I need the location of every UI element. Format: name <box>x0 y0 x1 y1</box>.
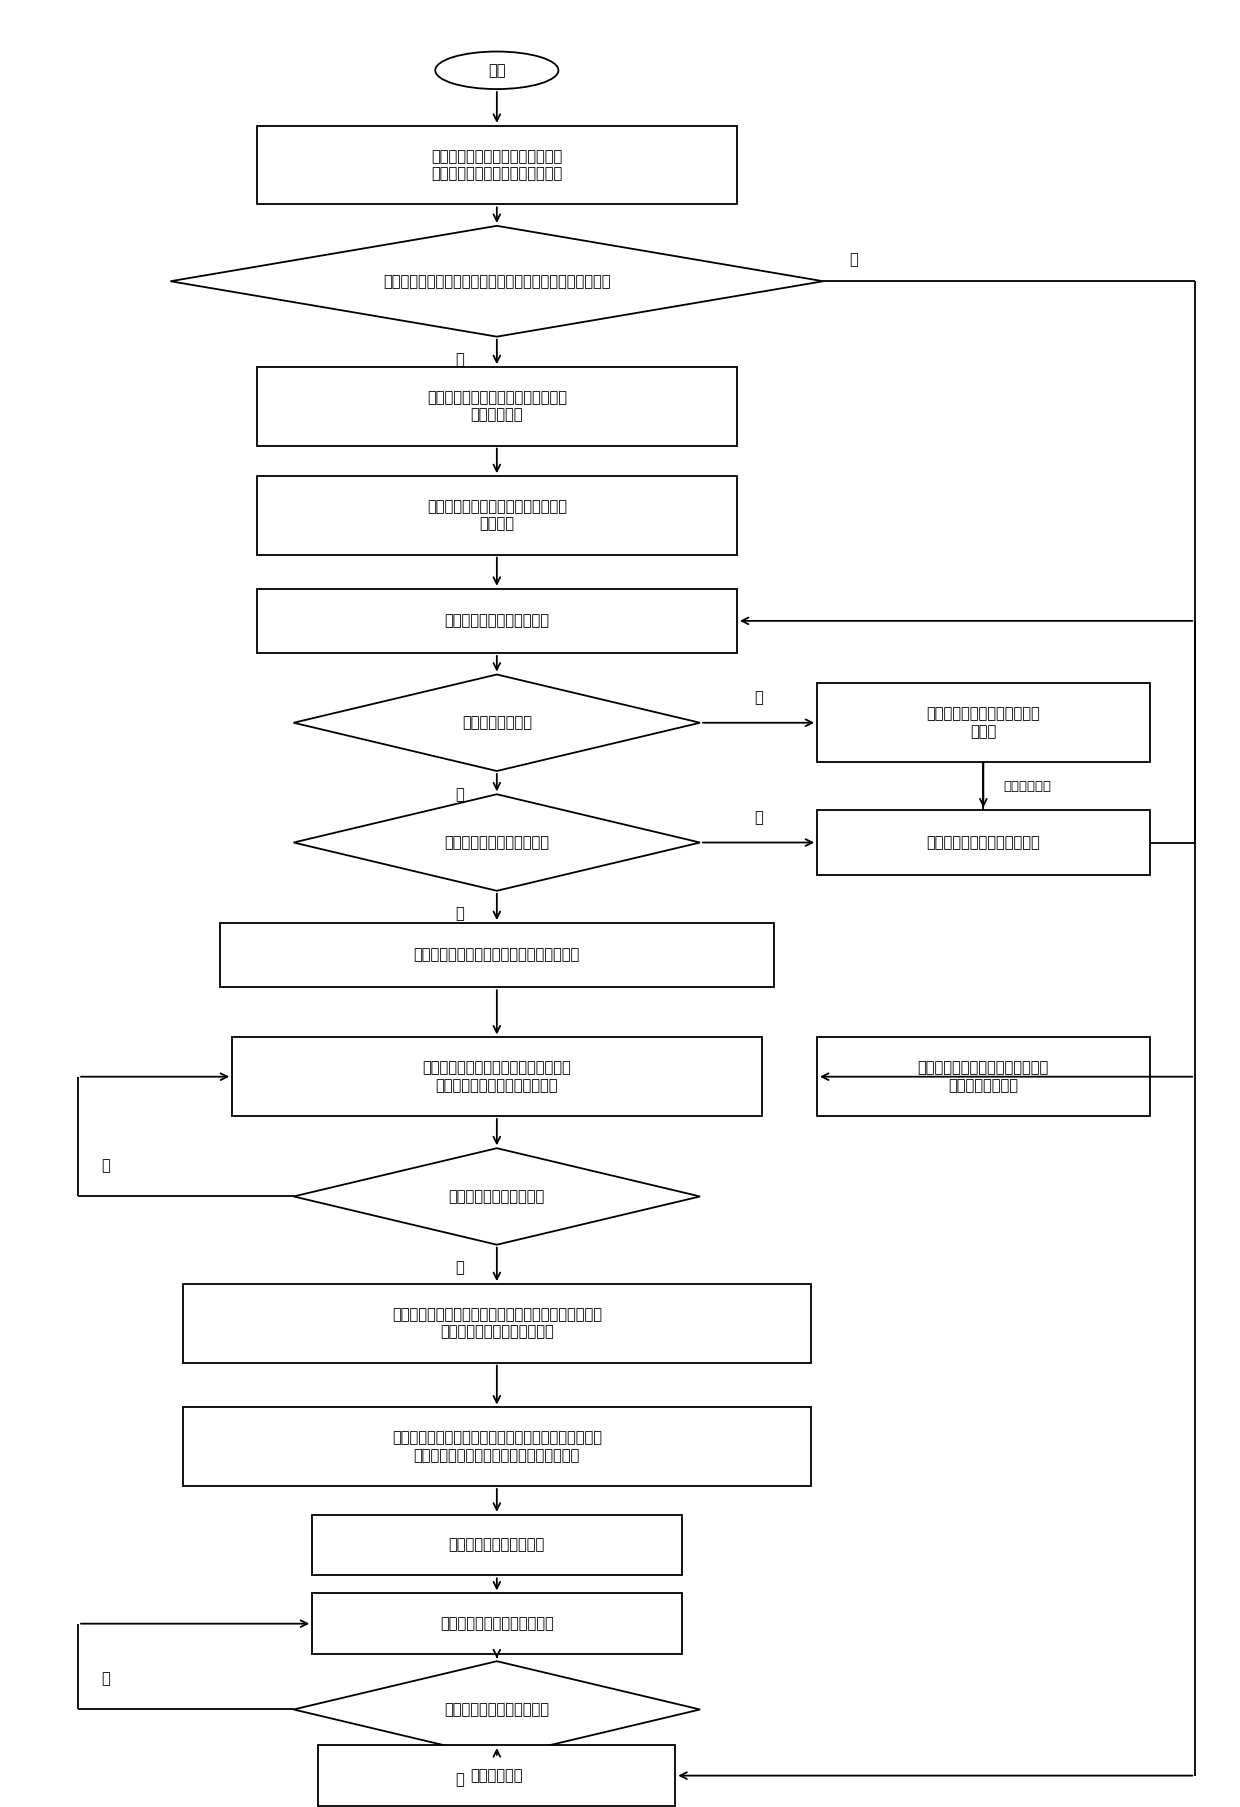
Text: 否: 否 <box>455 786 464 802</box>
Ellipse shape <box>435 52 558 89</box>
Bar <box>257 126 737 204</box>
Bar <box>182 1285 811 1362</box>
Bar <box>257 589 737 652</box>
Text: 否: 否 <box>100 1158 109 1173</box>
Bar <box>219 923 774 987</box>
Text: 建链分组到达目的基本单元: 建链分组到达目的基本单元 <box>444 835 549 849</box>
Bar <box>232 1037 761 1117</box>
Text: 拆链分组到达目的基本单元: 拆链分组到达目的基本单元 <box>444 1702 549 1717</box>
Bar <box>312 1514 682 1576</box>
Text: 是: 是 <box>455 1261 464 1276</box>
Text: 是: 是 <box>754 690 763 705</box>
Bar <box>817 810 1149 875</box>
Bar <box>319 1746 676 1805</box>
Text: 产生建链分组并分配通信波长，发送
建链分组: 产生建链分组并分配通信波长，发送 建链分组 <box>427 499 567 531</box>
Text: 通信过程完成: 通信过程完成 <box>471 1767 523 1784</box>
Text: 配置架顶光交换机的输入输出端口，并
发送响应分组至下一个基本单元: 配置架顶光交换机的输入输出端口，并 发送响应分组至下一个基本单元 <box>423 1061 572 1093</box>
Text: 是: 是 <box>455 1771 464 1787</box>
Text: 响应分组到达源基本单元: 响应分组到达源基本单元 <box>449 1189 544 1203</box>
Bar <box>817 683 1149 763</box>
Text: 发送建链分组至下一基本单元: 发送建链分组至下一基本单元 <box>926 835 1040 849</box>
Polygon shape <box>294 674 701 772</box>
Text: 目的基本单元的架顶光交换机产生响应分组: 目的基本单元的架顶光交换机产生响应分组 <box>414 947 580 963</box>
Text: 源基本单元提取相应子队列中的所有数据分组，使用所
分配的通信波长发送数据分组: 源基本单元提取相应子队列中的所有数据分组，使用所 分配的通信波长发送数据分组 <box>392 1306 601 1339</box>
Text: 开始: 开始 <box>489 63 506 78</box>
Polygon shape <box>294 1661 701 1758</box>
Text: 缓存在当前基本单元，等待波
长释放: 缓存在当前基本单元，等待波 长释放 <box>926 707 1040 739</box>
Text: 否: 否 <box>455 352 464 367</box>
Text: 解析分组目的地址，判断目的服务器是否在源基本单元内部: 解析分组目的地址，判断目的服务器是否在源基本单元内部 <box>383 273 610 289</box>
Text: 是: 是 <box>455 907 464 922</box>
Bar <box>312 1594 682 1653</box>
Text: 波长资源释放: 波长资源释放 <box>1003 779 1052 793</box>
Text: 否: 否 <box>100 1671 109 1686</box>
Bar <box>817 1037 1149 1117</box>
Bar <box>182 1408 811 1485</box>
Text: 根据目的地址将分组存储至本地缓存
相应的子队列: 根据目的地址将分组存储至本地缓存 相应的子队列 <box>427 390 567 423</box>
Text: 传输拆链分组并释放波长资源: 传输拆链分组并释放波长资源 <box>440 1615 554 1632</box>
Polygon shape <box>294 1147 701 1245</box>
Bar <box>257 475 737 555</box>
Text: 源服务器产生数据分组，将该分组
发送至源基本单元的架顶电交换机: 源服务器产生数据分组，将该分组 发送至源基本单元的架顶电交换机 <box>432 148 563 181</box>
Text: 架顶光交换机接收建链分组: 架顶光交换机接收建链分组 <box>444 613 549 629</box>
Text: 数据分组通过光路径到达目的基本单元，目的基本单元
的架顶电交换机转发数据分组至目的服务器: 数据分组通过光路径到达目的基本单元，目的基本单元 的架顶电交换机转发数据分组至目… <box>392 1431 601 1464</box>
Text: 源基本单元的架顶电交换机将分组
转发至目的服务器: 源基本单元的架顶电交换机将分组 转发至目的服务器 <box>918 1061 1049 1093</box>
Polygon shape <box>170 226 823 336</box>
Text: 否: 否 <box>754 810 763 826</box>
Text: 源基本单元发送拆链分组: 源基本单元发送拆链分组 <box>449 1538 544 1552</box>
Text: 是: 是 <box>849 253 858 267</box>
Text: 输出端口波长占用: 输出端口波长占用 <box>461 716 532 730</box>
Polygon shape <box>294 795 701 891</box>
Bar <box>257 367 737 446</box>
